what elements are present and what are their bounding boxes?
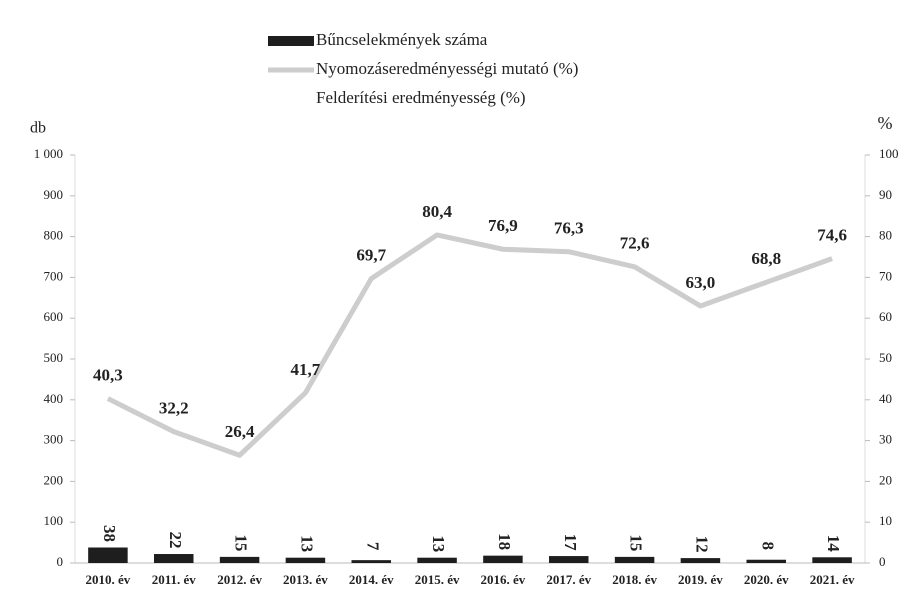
bar [614, 556, 655, 563]
y2-tick-label: 70 [879, 268, 892, 283]
y2-tick-label: 80 [879, 228, 892, 243]
legend-label: Felderítési eredményesség (%) [316, 88, 526, 107]
line [106, 232, 833, 458]
bar [154, 554, 194, 563]
bar [417, 557, 457, 563]
y-tick-label: 1 000 [34, 146, 63, 161]
bar [680, 558, 721, 563]
line-value-label: 76,3 [554, 219, 584, 238]
bar-value-label: 7 [363, 542, 382, 551]
bar-value-label: 15 [232, 534, 251, 551]
bar [549, 556, 589, 563]
legend-label: Bűncselekmények száma [316, 30, 488, 49]
bar-value-label: 13 [429, 535, 448, 552]
bar [746, 559, 786, 563]
line-value-label: 80,4 [422, 202, 452, 221]
y2-tick-label: 0 [879, 554, 886, 569]
bar [812, 557, 852, 563]
y2-tick-label: 10 [879, 513, 892, 528]
y2-tick-label: 90 [879, 187, 892, 202]
y-tick-label: 300 [44, 432, 64, 447]
line-value-label: 69,7 [356, 246, 386, 265]
y-tick-label: 700 [44, 268, 64, 283]
bar-value-label: 12 [693, 536, 712, 553]
x-tick-label: 2016. év [481, 572, 526, 587]
y2-tick-label: 40 [879, 391, 892, 406]
x-tick-label: 2021. év [810, 572, 855, 587]
line-value-label: 74,6 [817, 226, 847, 245]
bar-value-label: 14 [824, 535, 843, 553]
y2-axis-label: % [878, 113, 893, 133]
bar-value-label: 13 [298, 535, 317, 552]
y-tick-label: 200 [44, 472, 64, 487]
y-tick-label: 0 [57, 554, 64, 569]
x-tick-label: 2012. év [217, 572, 262, 587]
y2-tick-label: 30 [879, 432, 892, 447]
line-value-label: 40,3 [93, 365, 123, 384]
y-tick-label: 400 [44, 391, 64, 406]
bar-value-label: 38 [100, 525, 119, 542]
bar [483, 555, 523, 563]
line-value-label: 26,4 [225, 422, 255, 441]
y-tick-label: 800 [44, 228, 64, 243]
y-tick-label: 500 [44, 350, 64, 365]
x-tick-label: 2014. év [349, 572, 394, 587]
line-value-label: 72,6 [620, 234, 650, 253]
x-tick-label: 2019. év [678, 572, 723, 587]
y-tick-label: 100 [44, 513, 64, 528]
bar-value-label: 17 [561, 534, 580, 552]
line-value-label: 32,2 [159, 399, 189, 418]
legend-swatch [268, 36, 314, 46]
line-value-label: 68,8 [751, 249, 781, 268]
y-tick-label: 600 [44, 309, 64, 324]
line-value-label: 41,7 [291, 360, 321, 379]
x-tick-label: 2013. év [283, 572, 328, 587]
bar-value-label: 18 [495, 533, 514, 550]
line-value-label: 76,9 [488, 216, 518, 235]
bar [351, 560, 391, 563]
bar [88, 547, 128, 563]
y2-tick-label: 50 [879, 350, 892, 365]
bar-value-label: 15 [627, 534, 646, 551]
legend-label: Nyomozáseredményességi mutató (%) [316, 59, 578, 78]
y2-tick-label: 60 [879, 309, 892, 324]
bar-value-label: 22 [166, 532, 185, 549]
x-tick-label: 2018. év [612, 572, 657, 587]
bar [219, 556, 260, 563]
line-value-label: 63,0 [686, 273, 716, 292]
x-tick-label: 2017. év [546, 572, 591, 587]
x-tick-label: 2010. év [86, 572, 131, 587]
bar [285, 557, 326, 563]
y2-tick-label: 100 [879, 146, 899, 161]
y2-tick-label: 20 [879, 472, 892, 487]
bar-value-label: 8 [758, 541, 777, 550]
x-tick-label: 2020. év [744, 572, 789, 587]
y-axis-label: db [30, 120, 46, 137]
x-tick-label: 2015. év [415, 572, 460, 587]
x-tick-label: 2011. év [152, 572, 197, 587]
y-tick-label: 900 [44, 187, 64, 202]
